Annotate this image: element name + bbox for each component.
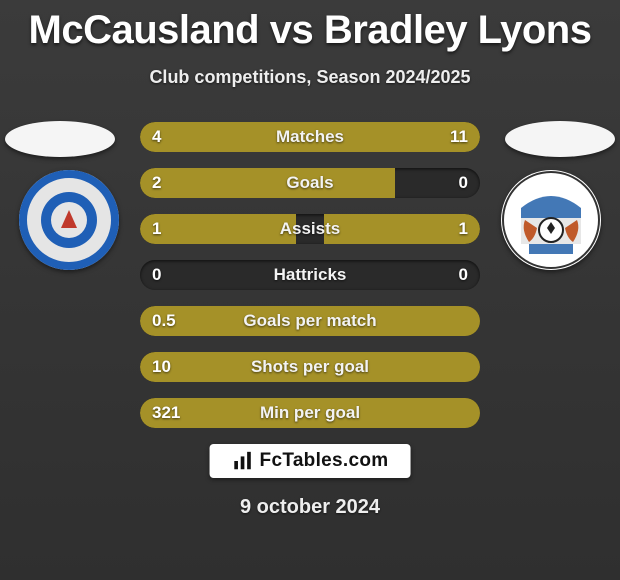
stat-row: 11Assists <box>140 214 480 244</box>
player-avatar-right <box>505 121 615 157</box>
footer-date: 9 october 2024 <box>0 496 620 519</box>
page-subtitle: Club competitions, Season 2024/2025 <box>0 67 620 88</box>
stat-metric-label: Assists <box>140 214 480 244</box>
stat-row: 411Matches <box>140 122 480 152</box>
stat-row: 0.5Goals per match <box>140 306 480 336</box>
club-crest-right <box>501 170 601 270</box>
club-crest-left <box>19 170 119 270</box>
stat-row: 10Shots per goal <box>140 352 480 382</box>
stat-metric-label: Hattricks <box>140 260 480 290</box>
page-title: McCausland vs Bradley Lyons <box>0 0 620 53</box>
stat-row: 20Goals <box>140 168 480 198</box>
branding-text: FcTables.com <box>260 450 389 472</box>
stat-metric-label: Goals per match <box>140 306 480 336</box>
comparison-infographic: McCausland vs Bradley Lyons Club competi… <box>0 0 620 580</box>
club-crest-left-icon <box>19 170 119 270</box>
branding-badge: FcTables.com <box>210 444 411 478</box>
stat-metric-label: Matches <box>140 122 480 152</box>
player-avatar-left <box>5 121 115 157</box>
bar-chart-icon <box>232 450 254 472</box>
stat-metric-label: Min per goal <box>140 398 480 428</box>
stat-metric-label: Shots per goal <box>140 352 480 382</box>
stat-row: 321Min per goal <box>140 398 480 428</box>
stat-metric-label: Goals <box>140 168 480 198</box>
stat-bars: 411Matches 20Goals 11Assists 00Hattricks 0.5… <box>140 122 480 444</box>
stat-row: 00Hattricks <box>140 260 480 290</box>
club-crest-right-icon <box>501 170 601 270</box>
